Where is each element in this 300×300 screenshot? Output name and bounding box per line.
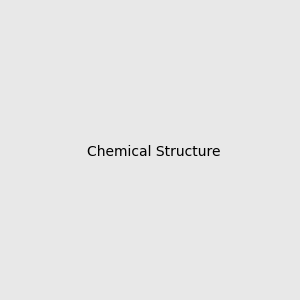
Text: Chemical Structure: Chemical Structure [87, 145, 220, 158]
